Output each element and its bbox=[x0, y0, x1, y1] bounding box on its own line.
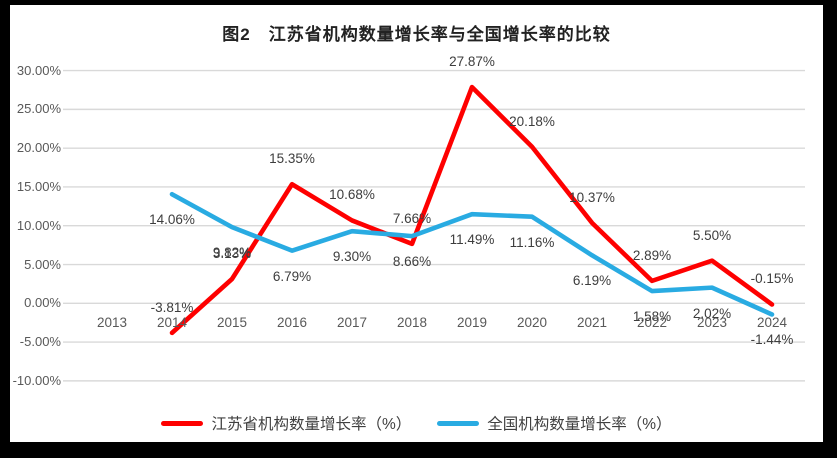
data-label-national: 1.58% bbox=[632, 309, 672, 325]
series-line-jiangsu bbox=[169, 84, 775, 336]
jiangsu-series-swatch bbox=[161, 420, 204, 426]
data-label-national: 6.19% bbox=[572, 273, 612, 289]
legend-item-jiangsu: 江苏省机构数量增长率（%） bbox=[161, 412, 411, 434]
x-axis-label: 2018 bbox=[396, 315, 428, 330]
data-label-jiangsu: 5.50% bbox=[692, 227, 732, 243]
y-axis-tick-label: 10.00% bbox=[16, 217, 61, 233]
y-axis-tick-label: 5.00% bbox=[24, 256, 61, 272]
data-label-jiangsu: 27.87% bbox=[449, 54, 495, 70]
data-label-jiangsu: 20.18% bbox=[509, 113, 555, 129]
x-axis-label: 2015 bbox=[216, 315, 248, 330]
chart-title: 图2 江苏省机构数量增长率与全国增长率的比较 bbox=[222, 25, 611, 44]
data-label-jiangsu: 7.66% bbox=[392, 210, 432, 226]
x-axis-label: 2024 bbox=[756, 315, 788, 330]
x-axis-label: 2020 bbox=[516, 315, 548, 330]
data-label-jiangsu: 10.68% bbox=[329, 187, 375, 203]
legend-label-jiangsu: 江苏省机构数量增长率（%） bbox=[211, 416, 412, 433]
legend-item-national: 全国机构数量增长率（%） bbox=[437, 412, 672, 434]
y-axis-tick-label: -10.00% bbox=[12, 372, 61, 388]
data-label-national: 11.16% bbox=[509, 234, 555, 250]
data-label-national: 9.82% bbox=[212, 245, 252, 261]
data-label-national: 11.49% bbox=[449, 232, 495, 248]
x-axis-label: 2017 bbox=[336, 315, 368, 330]
data-label-national: 14.06% bbox=[149, 212, 195, 228]
plot-area bbox=[63, 69, 805, 382]
data-label-national: -1.44% bbox=[750, 332, 794, 348]
x-axis-label: 2016 bbox=[276, 315, 308, 330]
x-axis-label: 2022 bbox=[636, 315, 668, 330]
data-label-national: 2.02% bbox=[692, 305, 732, 321]
data-label-national: 6.79% bbox=[272, 268, 312, 284]
legend-label-national: 全国机构数量增长率（%） bbox=[487, 416, 672, 433]
y-axis-tick-label: 15.00% bbox=[16, 178, 61, 194]
series-line-national bbox=[169, 191, 775, 317]
data-label-jiangsu: 3.13% bbox=[212, 246, 252, 262]
chart-legend: 江苏省机构数量增长率（%） 全国机构数量增长率（%） bbox=[10, 412, 823, 434]
x-axis-label: 2021 bbox=[576, 315, 608, 330]
x-axis-label: 2023 bbox=[696, 315, 728, 330]
y-axis-tick-label: -5.00% bbox=[19, 334, 61, 350]
data-label-jiangsu: 2.89% bbox=[632, 247, 672, 263]
x-axis-label: 2013 bbox=[96, 315, 128, 330]
y-axis-tick-label: 20.00% bbox=[16, 140, 61, 156]
data-label-national: 8.66% bbox=[392, 254, 432, 270]
x-axis-label: 2019 bbox=[456, 315, 488, 330]
national-series-swatch bbox=[437, 420, 480, 426]
data-label-jiangsu: 10.37% bbox=[569, 189, 615, 205]
data-label-jiangsu: -0.15% bbox=[750, 271, 794, 287]
x-axis-label: 2014 bbox=[156, 315, 188, 330]
data-label-jiangsu: 15.35% bbox=[269, 151, 315, 167]
y-axis-tick-label: 25.00% bbox=[16, 101, 61, 117]
chart-canvas: 图2 江苏省机构数量增长率与全国增长率的比较 30.00% 25.00% 20.00… bbox=[10, 5, 823, 442]
y-axis-tick-label: 30.00% bbox=[16, 62, 61, 78]
data-label-national: 9.30% bbox=[332, 249, 372, 265]
data-label-jiangsu: -3.81% bbox=[150, 299, 194, 315]
y-axis-tick-label: 0.00% bbox=[24, 295, 61, 311]
